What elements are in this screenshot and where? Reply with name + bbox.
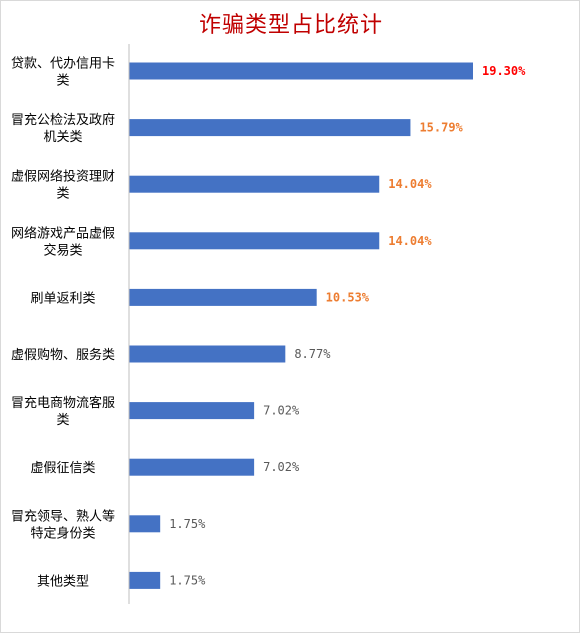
bar-7 [129,402,255,420]
value-label-3: 14.04% [388,177,432,191]
bar-8 [129,458,255,476]
value-label-6: 8.77% [294,347,331,361]
chart-title: 诈骗类型占比统计 [198,13,383,38]
bar-1 [129,62,473,80]
bar-5 [129,288,317,306]
category-label-4: 网络游戏产品虚假交易类 [11,225,115,258]
value-label-8: 7.02% [263,460,300,474]
bar-3 [129,175,380,193]
value-label-5: 10.53% [326,290,370,304]
value-label-2: 15.79% [419,121,463,135]
category-label-2: 冒充公检法及政府机关类 [11,112,115,145]
bar-6 [129,345,286,363]
category-label-9: 冒充领导、熟人等特定身份类 [11,508,115,541]
bar-10 [129,571,161,589]
category-label-5: 刷单返利类 [30,291,95,306]
bar-4 [129,232,380,250]
category-label-3: 虚假网络投资理财类 [11,169,115,202]
category-label-6: 虚假购物、服务类 [11,347,115,363]
value-label-7: 7.02% [263,404,300,418]
value-label-9: 1.75% [169,517,206,531]
category-label-10: 其他类型 [37,574,89,589]
category-label-8: 虚假征信类 [30,461,95,476]
bar-2 [129,119,411,137]
category-label-1: 贷款、代办信用卡类 [11,57,115,89]
value-label-4: 14.04% [388,234,432,248]
value-label-10: 1.75% [169,573,206,587]
bar-9 [129,515,161,533]
category-label-7: 冒充电商物流客服类 [11,395,115,428]
value-label-1: 19.30% [482,64,526,78]
